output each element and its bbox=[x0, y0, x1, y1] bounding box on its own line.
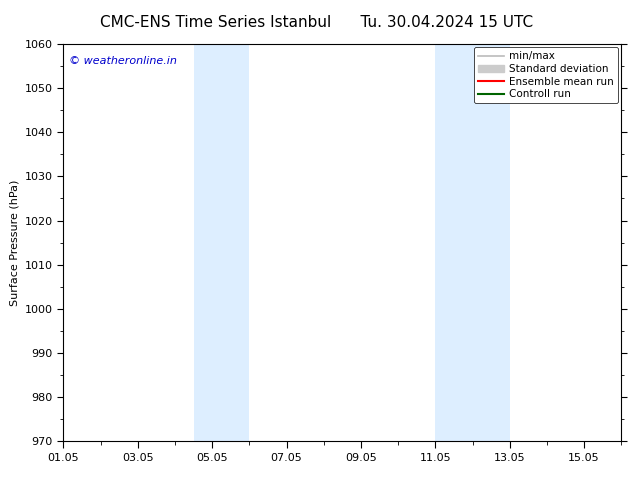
Bar bbox=[436, 44, 510, 441]
Text: CMC-ENS Time Series Istanbul      Tu. 30.04.2024 15 UTC: CMC-ENS Time Series Istanbul Tu. 30.04.2… bbox=[100, 15, 534, 30]
Legend: min/max, Standard deviation, Ensemble mean run, Controll run: min/max, Standard deviation, Ensemble me… bbox=[474, 47, 618, 103]
Y-axis label: Surface Pressure (hPa): Surface Pressure (hPa) bbox=[10, 179, 19, 306]
Bar bbox=[193, 44, 249, 441]
Text: © weatheronline.in: © weatheronline.in bbox=[69, 56, 177, 66]
